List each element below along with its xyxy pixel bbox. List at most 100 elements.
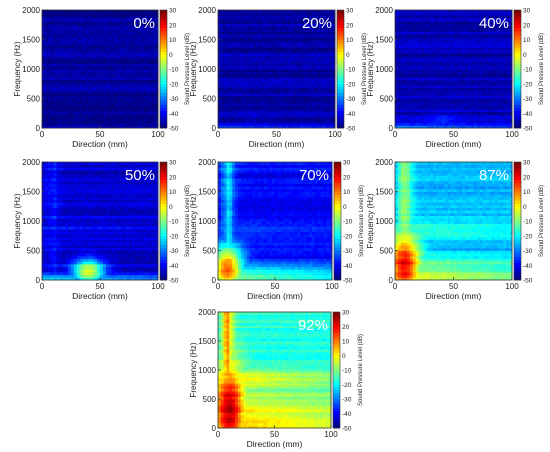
heatmap-cell (120, 42, 124, 46)
heatmap-cell (62, 15, 66, 19)
heatmap-cell (308, 109, 312, 113)
heatmap-cell (294, 42, 298, 46)
heatmap-cell (288, 58, 292, 62)
heatmap-cell (332, 71, 336, 75)
heatmap-cell (137, 90, 141, 94)
heatmap-cell (494, 85, 498, 89)
heatmap-cell (140, 20, 144, 24)
heatmap-cell (444, 125, 449, 129)
heatmap-cell (468, 58, 472, 62)
heatmap-cell (473, 50, 478, 54)
heatmap-cell (503, 82, 507, 86)
heatmap-cell (94, 109, 98, 113)
heatmap-cell (152, 26, 156, 30)
heatmap-cell (482, 39, 487, 43)
heatmap-cell (235, 111, 239, 115)
heatmap-cell (258, 77, 263, 81)
heatmap-cell (129, 85, 133, 89)
heatmap-cell (311, 28, 315, 32)
heatmap-cell (59, 117, 63, 121)
heatmap-cell (302, 101, 307, 105)
heatmap-cell (76, 31, 81, 35)
heatmap-cell (218, 18, 222, 22)
heatmap-cell (88, 95, 92, 99)
heatmap-cell (149, 71, 153, 75)
heatmap-cell (302, 119, 307, 124)
heatmap-cell (314, 18, 318, 22)
heatmap-cell (258, 23, 263, 27)
heatmap-cell (108, 122, 112, 126)
heatmap-cell (250, 47, 254, 51)
heatmap-cell (503, 39, 507, 43)
heatmap-cell (456, 69, 460, 73)
heatmap-cell (397, 50, 402, 54)
heatmap-cell (105, 18, 110, 22)
heatmap-cell (131, 101, 136, 105)
heatmap-cell (503, 101, 507, 105)
heatmap-cell (473, 93, 478, 97)
heatmap-cell (485, 122, 489, 126)
heatmap-cell (256, 18, 260, 22)
heatmap-cell (406, 98, 411, 102)
heatmap-cell (79, 71, 83, 75)
heatmap-cell (317, 36, 321, 40)
heatmap-cell (108, 87, 112, 91)
heatmap-cell (285, 79, 289, 83)
heatmap-cell (149, 106, 153, 110)
heatmap-cell (244, 101, 248, 105)
heatmap-cell (73, 28, 78, 32)
heatmap-cell (326, 36, 330, 40)
heatmap-cell (71, 93, 75, 97)
heatmap-cell (506, 44, 510, 48)
heatmap-cell (488, 87, 492, 91)
heatmap-cell (468, 74, 472, 78)
heatmap-cell (323, 119, 327, 124)
heatmap-cell (453, 52, 457, 56)
heatmap-cell (68, 55, 72, 59)
heatmap-cell (108, 74, 112, 78)
heatmap-cell (264, 85, 269, 89)
heatmap-cell (471, 74, 475, 78)
heatmap-cell (71, 31, 75, 35)
heatmap-cell (400, 71, 405, 75)
heatmap-cell (308, 34, 312, 38)
heatmap-cell (329, 87, 333, 91)
heatmap-cell (102, 90, 107, 94)
heatmap-cell (317, 114, 321, 118)
heatmap-cell (146, 74, 150, 78)
heatmap-cell (100, 26, 104, 30)
heatmap-cell (76, 74, 81, 78)
heatmap-cell (123, 58, 127, 62)
heatmap-cell (282, 55, 286, 59)
heatmap-cell (482, 98, 487, 102)
heatmap-cell (491, 122, 495, 126)
heatmap-cell (329, 77, 333, 81)
heatmap-cell (220, 74, 225, 78)
heatmap-cell (220, 50, 225, 54)
heatmap-cell (435, 109, 440, 113)
heatmap-cell (421, 39, 425, 43)
heatmap-cell (149, 103, 153, 107)
heatmap-cell (117, 18, 121, 22)
heatmap-cell (111, 58, 115, 62)
heatmap-cell (247, 66, 251, 70)
heatmap-cell (232, 23, 236, 27)
heatmap-cell (256, 74, 260, 78)
heatmap-cell (438, 125, 443, 129)
heatmap-cell (42, 20, 46, 24)
heatmap-cell (294, 98, 298, 102)
heatmap-cell (244, 87, 248, 91)
heatmap-cell (424, 47, 428, 51)
heatmap-cell (253, 111, 257, 115)
heatmap-cell (273, 66, 277, 70)
heatmap-cell (146, 103, 150, 107)
heatmap-cell (238, 39, 242, 43)
heatmap-cell (143, 117, 147, 121)
heatmap-cell (53, 122, 57, 126)
heatmap-cell (152, 119, 156, 124)
heatmap-cell (44, 74, 49, 78)
heatmap-cell (105, 66, 110, 70)
heatmap-cell (229, 23, 234, 27)
heatmap-cell (308, 10, 312, 14)
heatmap-cell (462, 74, 466, 78)
